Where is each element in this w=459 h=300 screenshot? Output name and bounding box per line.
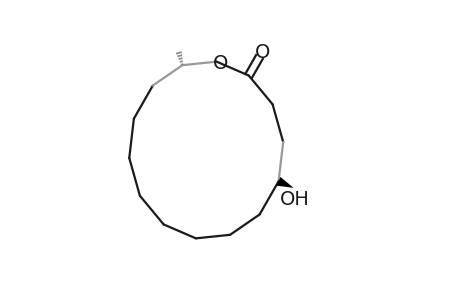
Text: OH: OH [280,190,309,209]
Polygon shape [178,57,182,60]
Polygon shape [175,51,181,55]
Polygon shape [276,177,293,188]
Polygon shape [177,54,182,57]
Polygon shape [179,60,183,63]
Polygon shape [180,63,183,65]
Text: O: O [213,54,228,73]
Text: O: O [254,43,269,62]
